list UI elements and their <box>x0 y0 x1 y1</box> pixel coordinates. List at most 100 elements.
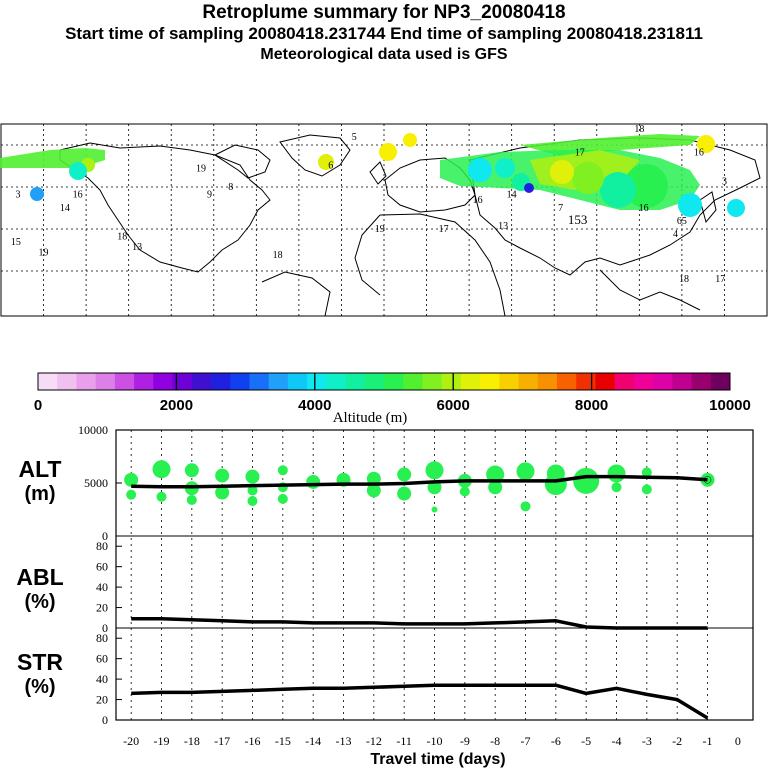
altitude-dot <box>641 484 652 495</box>
abl-panel-label: ABL <box>16 564 63 590</box>
y-tick-label: 20 <box>96 693 108 707</box>
sampling-times: Start time of sampling 20080418.231744 E… <box>65 24 703 43</box>
japan <box>699 191 717 224</box>
plume-blob <box>727 199 745 217</box>
x-tick-label: -9 <box>460 734 470 748</box>
altitude-dot <box>425 461 444 480</box>
colorbar-swatch <box>441 373 462 390</box>
series-line-abl <box>131 617 708 630</box>
x-tick-label: -16 <box>245 734 261 748</box>
altitude-dot <box>247 485 258 496</box>
plume-label: 15 <box>11 237 21 248</box>
altitude-dot <box>641 467 652 478</box>
north-america-coast <box>59 142 271 273</box>
x-tick-label: 0 <box>735 734 741 748</box>
colorbar-swatch <box>595 373 616 390</box>
plume-blob <box>468 158 492 182</box>
x-tick-label: -19 <box>154 734 170 748</box>
colorbar-swatch <box>384 373 404 390</box>
colorbar-swatch <box>249 373 270 390</box>
altitude-dot <box>124 472 139 487</box>
colorbar-swatch <box>499 373 520 390</box>
y-tick-label: 0 <box>102 621 108 635</box>
plume-label: 6 <box>328 161 333 172</box>
x-tick-label: -18 <box>184 734 200 748</box>
plume-label: 19 <box>39 248 49 259</box>
y-tick-label: 0 <box>102 529 108 543</box>
altitude-dot <box>573 467 600 494</box>
colorbar-frame <box>37 372 731 391</box>
y-tick-label: 0 <box>102 713 108 727</box>
colorbar-tick-label: 8000 <box>575 397 608 414</box>
colorbar-swatch <box>537 373 558 390</box>
series-line-str <box>131 683 709 720</box>
altitude-dot <box>397 486 412 501</box>
x-tick-label: -3 <box>642 734 652 748</box>
x-tick-label: -5 <box>581 734 591 748</box>
x-tick-label: -7 <box>521 734 531 748</box>
plume-label: 13 <box>498 221 508 232</box>
colorbar-swatch <box>95 373 116 390</box>
plume-blob <box>495 158 515 178</box>
altitude-dot <box>247 496 258 507</box>
y-tick-label: 60 <box>96 560 108 574</box>
altitude-dot <box>184 463 199 478</box>
colorbar-tick-label: 10000 <box>709 397 751 414</box>
x-tick-label: -12 <box>366 734 382 748</box>
plume-blob <box>403 133 417 147</box>
altitude-dot <box>486 465 505 484</box>
plume-blob <box>678 193 702 217</box>
plume-swaths <box>0 133 745 217</box>
x-tick-label: -20 <box>123 734 139 748</box>
met-data-note: Meteorological data used is GFS <box>260 46 508 63</box>
plume-label: 16 <box>473 195 483 206</box>
colorbar-swatch <box>307 373 327 390</box>
x-tick-labels: -20 -19 -18 -17 -16 -15 -14 -13 -12 -11 -10 -9 -8 -7-… <box>123 734 741 748</box>
colorbar-tick-label: 2000 <box>160 397 193 414</box>
x-tick-label: -8 <box>490 734 500 748</box>
plume-blob <box>600 172 636 208</box>
colorbar-swatch <box>480 373 500 390</box>
plume-blob <box>69 162 87 180</box>
x-tick-label: -10 <box>427 734 443 748</box>
colorbar-swatch <box>191 373 212 390</box>
colorbar-swatch <box>460 373 481 390</box>
x-tick-label: -2 <box>672 734 682 748</box>
altitude-dot <box>611 482 622 493</box>
british-isles <box>369 161 387 185</box>
altitude-dot <box>431 506 438 513</box>
greenland <box>279 134 351 177</box>
colorbar-swatch <box>633 373 654 390</box>
colorbar-swatch <box>287 373 308 390</box>
colorbar-swatch <box>345 373 366 390</box>
colorbar-swatches <box>38 373 731 390</box>
y-tick-label: 10000 <box>78 423 108 437</box>
colorbar-swatch <box>326 373 347 390</box>
alt-panel-label: ALT <box>18 456 61 482</box>
x-tick-label: -4 <box>612 734 622 748</box>
colorbar-swatch <box>672 373 693 390</box>
colorbar-swatch <box>576 373 596 390</box>
colorbar-swatch <box>230 373 250 390</box>
colorbar-swatch <box>38 373 58 390</box>
colorbar-tick-label: 6000 <box>437 397 470 414</box>
alt-panel-unit: (m) <box>24 483 55 505</box>
plume-label: 16 <box>73 190 83 201</box>
colorbar-swatch <box>403 373 423 390</box>
altitude-dot <box>245 469 260 484</box>
abl-panel-unit: (%) <box>24 591 55 613</box>
asia-coast <box>469 137 761 276</box>
plume-label: 13 <box>132 242 142 253</box>
colorbar-swatch <box>364 373 385 390</box>
plume-label: 18 <box>634 124 644 135</box>
colorbar-swatch <box>211 373 231 390</box>
y-tick-label: 80 <box>96 539 108 553</box>
colorbar-swatch <box>57 373 77 390</box>
plume-blob <box>30 187 44 201</box>
altitude-dot <box>459 486 470 497</box>
x-tick-label: -11 <box>396 734 412 748</box>
plume-blob <box>379 143 397 161</box>
colorbar-tick-label: 4000 <box>298 397 331 414</box>
